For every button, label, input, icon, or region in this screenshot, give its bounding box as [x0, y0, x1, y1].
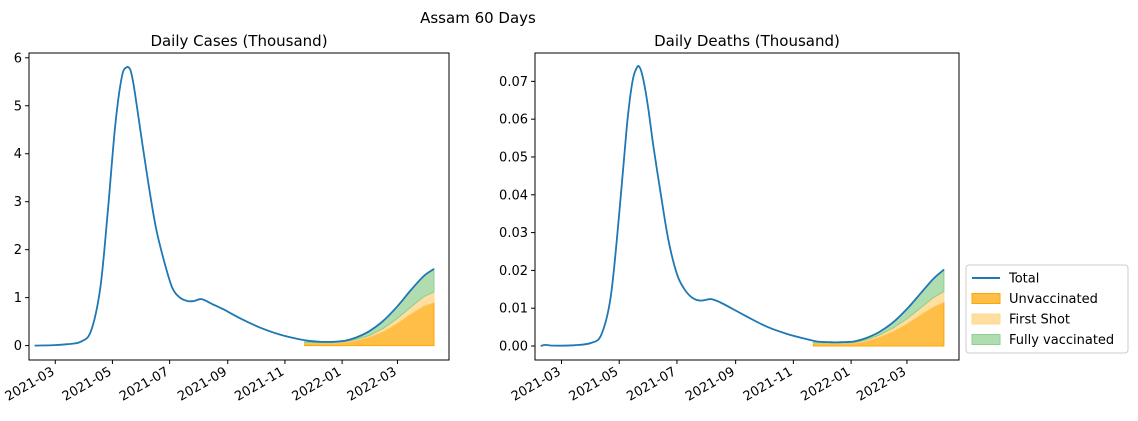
- x-tick-label: 2021-09: [175, 364, 230, 404]
- legend-swatch: [971, 313, 1001, 325]
- y-tick-label: 0.01: [499, 302, 528, 317]
- y-tick-label: 5: [14, 99, 22, 114]
- x-tick-label: 2021-11: [232, 364, 287, 404]
- x-tick-label: 2022-01: [290, 364, 345, 404]
- legend-label: Fully vaccinated: [1009, 333, 1114, 348]
- y-tick-label: 3: [14, 195, 22, 210]
- y-tick-label: 1: [14, 291, 22, 306]
- y-tick-label: 0.05: [499, 150, 528, 165]
- legend-swatch: [971, 334, 1001, 345]
- x-tick-label: 2021-07: [117, 364, 172, 404]
- y-tick-label: 6: [14, 51, 22, 66]
- legend-box: [965, 264, 1129, 354]
- y-tick-label: 0.02: [499, 264, 528, 279]
- x-tick-label: 2022-01: [799, 364, 854, 404]
- axes-frame: [534, 52, 960, 361]
- legend-label: Unvaccinated: [1009, 292, 1098, 307]
- legend-swatch: [971, 293, 1001, 304]
- y-tick-label: 0.00: [499, 340, 528, 355]
- x-tick-label: 2021-03: [3, 364, 58, 404]
- deaths-chart: Daily Deaths (Thousand) 0.00 0.01 0.02 0.03 0…: [499, 32, 960, 405]
- x-tick-label: 2021-03: [509, 364, 564, 404]
- y-tick-label: 2: [14, 243, 22, 258]
- x-tick-label: 2021-05: [60, 364, 115, 404]
- y-tick-label: 0.04: [499, 188, 528, 203]
- x-tick-label: 2021-11: [741, 364, 796, 404]
- y-tick-label: 0.07: [499, 75, 528, 90]
- figure-suptitle: Assam 60 Days: [420, 9, 536, 27]
- series-total-line: [34, 66, 435, 347]
- x-tick-label: 2022-03: [345, 364, 400, 404]
- chart-legend: Total Unvaccinated First Shot Fully vaccina…: [965, 264, 1129, 354]
- chart-title: Daily Deaths (Thousand): [654, 32, 840, 50]
- y-tick-label: 0: [14, 339, 22, 354]
- x-tick-label: 2021-05: [567, 364, 622, 404]
- legend-label: First Shot: [1009, 313, 1070, 328]
- y-tick-label: 0.06: [499, 113, 528, 128]
- legend-label: Total: [1008, 272, 1039, 287]
- y-tick-label: 0.03: [499, 226, 528, 241]
- axes-frame: [28, 52, 450, 361]
- x-tick-label: 2022-03: [854, 364, 909, 404]
- x-tick-label: 2021-07: [624, 364, 679, 404]
- series-total-line: [540, 65, 945, 347]
- x-tick-label: 2021-09: [683, 364, 738, 404]
- y-tick-label: 4: [14, 147, 22, 162]
- chart-title: Daily Cases (Thousand): [150, 32, 327, 50]
